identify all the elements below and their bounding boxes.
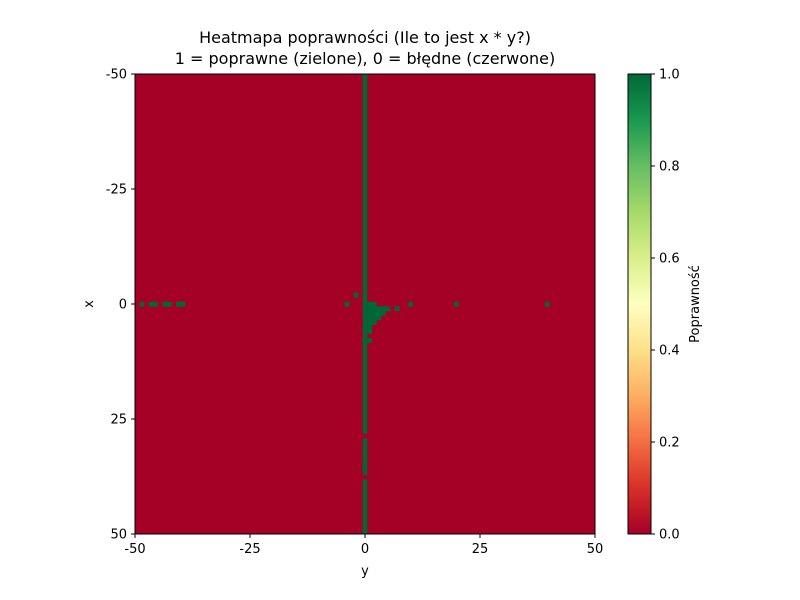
heatmap-cell-column-segment: [362, 479, 368, 534]
y-tick-label: 0: [119, 298, 127, 313]
plot-area: [134, 73, 596, 535]
heatmap-cell: [376, 310, 382, 316]
x-tick-label: -25: [239, 542, 260, 557]
heatmap-cell: [385, 306, 391, 312]
x-tick-label: 25: [472, 542, 489, 557]
heatmap-cell: [371, 315, 377, 321]
heatmap-cell: [380, 310, 386, 316]
heatmap-cell: [166, 301, 172, 307]
heatmap-cell: [180, 301, 186, 307]
colorbar: 0.0 0.2 0.4 0.6 0.8 1.0: [627, 68, 680, 543]
heatmap-cell: [148, 301, 154, 307]
chart-subtitle: 1 = poprawne (zielone), 0 = błędne (czer…: [175, 49, 555, 68]
heatmap-cell: [408, 301, 414, 307]
heatmap-cell: [371, 301, 377, 307]
heatmap-cell: [344, 301, 350, 307]
colorbar-gradient: [627, 73, 652, 535]
heatmap-cell: [394, 306, 400, 312]
x-tick-label: 0: [361, 542, 369, 557]
colorbar-tick-label: 0.8: [659, 160, 680, 175]
x-axis-label: y: [361, 564, 369, 579]
colorbar-label: Poprawność: [688, 265, 703, 343]
heatmap-cell: [376, 306, 382, 312]
correct-cells: [139, 74, 550, 534]
colorbar-tick-label: 0.4: [659, 344, 680, 359]
heatmap-cell: [153, 301, 159, 307]
heatmap-cell-column-segment: [362, 438, 368, 475]
heatmap-cell: [139, 301, 145, 307]
heatmap-cell: [175, 301, 181, 307]
heatmap-cell: [376, 315, 382, 321]
colorbar-tick-label: 0.2: [659, 436, 680, 451]
heatmap-cell: [367, 306, 373, 312]
heatmap-cell: [367, 310, 373, 316]
heatmap-cell: [380, 306, 386, 312]
x-tick-label: -50: [124, 542, 145, 557]
colorbar-tick-label: 1.0: [659, 68, 680, 83]
colorbar-ticks: 0.0 0.2 0.4 0.6 0.8 1.0: [651, 68, 680, 543]
heatmap-cell: [367, 319, 373, 325]
y-axis: -50 -25 0 25 50: [106, 68, 135, 543]
y-tick-label: -50: [106, 68, 127, 83]
heatmap-cell: [544, 301, 550, 307]
y-tick-label: 50: [110, 528, 127, 543]
heatmap-cell: [367, 301, 373, 307]
heatmap-cell-column-segment: [362, 74, 368, 434]
heatmap-cell: [353, 292, 359, 298]
colorbar-tick-label: 0.0: [659, 528, 680, 543]
heatmap-cell: [453, 301, 459, 307]
heatmap-cell: [371, 319, 377, 325]
x-axis: -50 -25 0 25 50: [124, 534, 603, 557]
y-tick-label: 25: [110, 413, 127, 428]
colorbar-tick-label: 0.6: [659, 252, 680, 267]
heatmap-cell: [367, 338, 373, 344]
heatmap-cell: [371, 310, 377, 316]
heatmap-cell: [367, 329, 373, 334]
x-tick-label: 50: [587, 542, 604, 557]
heatmap-cell: [367, 324, 373, 330]
chart-title: Heatmapa poprawności (Ile to jest x * y?…: [199, 28, 531, 47]
heatmap-cell: [367, 315, 373, 321]
heatmap-cell: [162, 301, 168, 307]
y-axis-label: x: [82, 300, 97, 308]
y-tick-label: -25: [106, 183, 127, 198]
heatmap-cell: [371, 306, 377, 312]
